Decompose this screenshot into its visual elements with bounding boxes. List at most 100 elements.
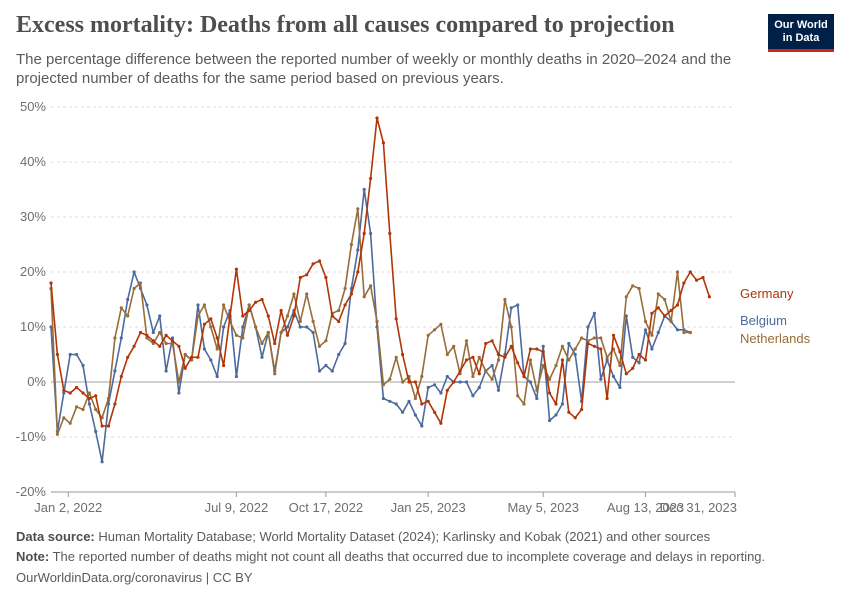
data-point-belgium xyxy=(202,347,206,351)
data-point-belgium xyxy=(119,336,123,340)
data-point-germany xyxy=(183,366,187,370)
data-point-germany xyxy=(75,385,79,390)
x-tick-label: Jul 9, 2022 xyxy=(205,500,269,515)
series-line-belgium[interactable] xyxy=(50,188,691,463)
data-point-belgium xyxy=(650,347,654,351)
data-point-netherlands xyxy=(81,407,85,412)
data-point-germany xyxy=(119,374,123,379)
data-point-germany xyxy=(273,341,277,346)
note-text: The reported number of deaths might not … xyxy=(52,549,766,564)
data-point-netherlands xyxy=(254,325,258,329)
data-point-germany xyxy=(484,341,488,346)
data-point-germany xyxy=(138,330,143,335)
data-point-germany xyxy=(592,344,597,348)
data-point-belgium xyxy=(369,231,373,236)
y-axis-ticks: -20% -10% 0% 10% 20% 30% 40% 50% xyxy=(16,99,47,499)
data-point-belgium xyxy=(554,413,558,417)
data-point-netherlands xyxy=(516,394,520,398)
data-point-belgium xyxy=(586,325,590,329)
y-tick-label: 40% xyxy=(20,154,46,169)
data-point-netherlands xyxy=(362,295,366,299)
data-point-germany xyxy=(407,380,411,384)
data-point-germany xyxy=(349,292,353,296)
data-point-belgium xyxy=(234,374,238,379)
data-point-netherlands xyxy=(554,363,558,368)
x-tick-label: May 5, 2023 xyxy=(507,500,579,515)
data-point-germany xyxy=(87,396,91,401)
data-point-germany xyxy=(94,394,98,398)
data-point-germany xyxy=(337,319,341,324)
data-point-belgium xyxy=(356,248,360,252)
data-point-germany xyxy=(381,141,385,145)
data-point-netherlands xyxy=(663,297,667,302)
data-point-germany xyxy=(158,344,162,348)
data-point-netherlands xyxy=(68,421,72,425)
data-point-germany xyxy=(234,267,238,271)
owid-logo[interactable]: Our World in Data xyxy=(768,14,834,52)
data-point-belgium xyxy=(675,328,680,332)
data-point-netherlands xyxy=(560,344,565,348)
data-point-germany xyxy=(209,317,213,321)
data-point-germany xyxy=(471,355,475,359)
data-point-germany xyxy=(618,350,622,354)
data-point-belgium xyxy=(541,344,545,348)
chart-subtitle: The percentage difference between the re… xyxy=(16,51,732,87)
data-point-germany xyxy=(650,311,654,315)
y-tick-label: 30% xyxy=(20,209,46,224)
data-point-netherlands xyxy=(637,286,641,291)
data-point-germany xyxy=(305,273,309,277)
data-point-netherlands xyxy=(55,432,60,436)
x-axis: Jan 2, 2022 Jul 9, 2022 Oct 17, 2022 Jan 25… xyxy=(34,491,737,515)
data-point-netherlands xyxy=(452,344,456,348)
data-point-germany xyxy=(477,372,481,376)
data-point-netherlands xyxy=(292,292,296,296)
data-point-netherlands xyxy=(158,330,162,335)
y-tick-label: 10% xyxy=(20,319,46,334)
data-point-germany xyxy=(266,314,270,318)
data-point-belgium xyxy=(241,325,245,329)
data-point-germany xyxy=(164,333,168,337)
data-point-germany xyxy=(126,355,130,359)
footer-url[interactable]: OurWorldinData.org/coronavirus | CC BY xyxy=(16,570,253,585)
data-point-belgium xyxy=(100,460,104,464)
data-point-belgium xyxy=(388,399,392,403)
data-point-netherlands xyxy=(62,416,66,420)
data-point-belgium xyxy=(548,418,552,423)
data-point-germany xyxy=(541,350,545,354)
data-point-germany xyxy=(55,352,60,357)
data-point-belgium xyxy=(362,187,366,192)
legend-label-germany[interactable]: Germany xyxy=(740,286,794,301)
data-point-germany xyxy=(413,380,417,384)
data-point-netherlands xyxy=(420,374,424,379)
data-point-germany xyxy=(631,366,635,370)
legend-label-belgium[interactable]: Belgium xyxy=(740,313,787,328)
data-point-germany xyxy=(330,314,334,318)
data-point-netherlands xyxy=(113,336,117,340)
data-point-netherlands xyxy=(413,396,417,401)
data-point-netherlands xyxy=(401,380,405,384)
data-point-germany xyxy=(573,416,577,420)
data-point-belgium xyxy=(260,355,264,359)
data-point-netherlands xyxy=(592,336,597,340)
data-point-germany xyxy=(535,347,539,351)
data-point-netherlands xyxy=(317,344,322,348)
data-point-germany xyxy=(580,407,584,412)
data-point-netherlands xyxy=(183,352,187,357)
data-point-netherlands xyxy=(522,402,526,406)
data-point-netherlands xyxy=(324,339,328,343)
data-point-belgium xyxy=(496,388,501,392)
data-point-belgium xyxy=(413,413,417,417)
data-point-germany xyxy=(145,333,149,337)
data-point-germany xyxy=(675,303,680,307)
data-point-germany xyxy=(292,314,296,318)
data-point-belgium xyxy=(330,369,334,373)
data-point-germany xyxy=(663,314,667,318)
legend-label-netherlands[interactable]: Netherlands xyxy=(740,331,811,346)
data-point-germany xyxy=(279,308,283,313)
data-point-netherlands xyxy=(445,352,449,357)
chart-title: Excess mortality: Deaths from all causes… xyxy=(16,12,675,38)
data-point-germany xyxy=(643,358,648,362)
data-point-netherlands xyxy=(643,319,648,324)
data-point-netherlands xyxy=(222,303,226,307)
data-point-belgium xyxy=(573,352,577,357)
